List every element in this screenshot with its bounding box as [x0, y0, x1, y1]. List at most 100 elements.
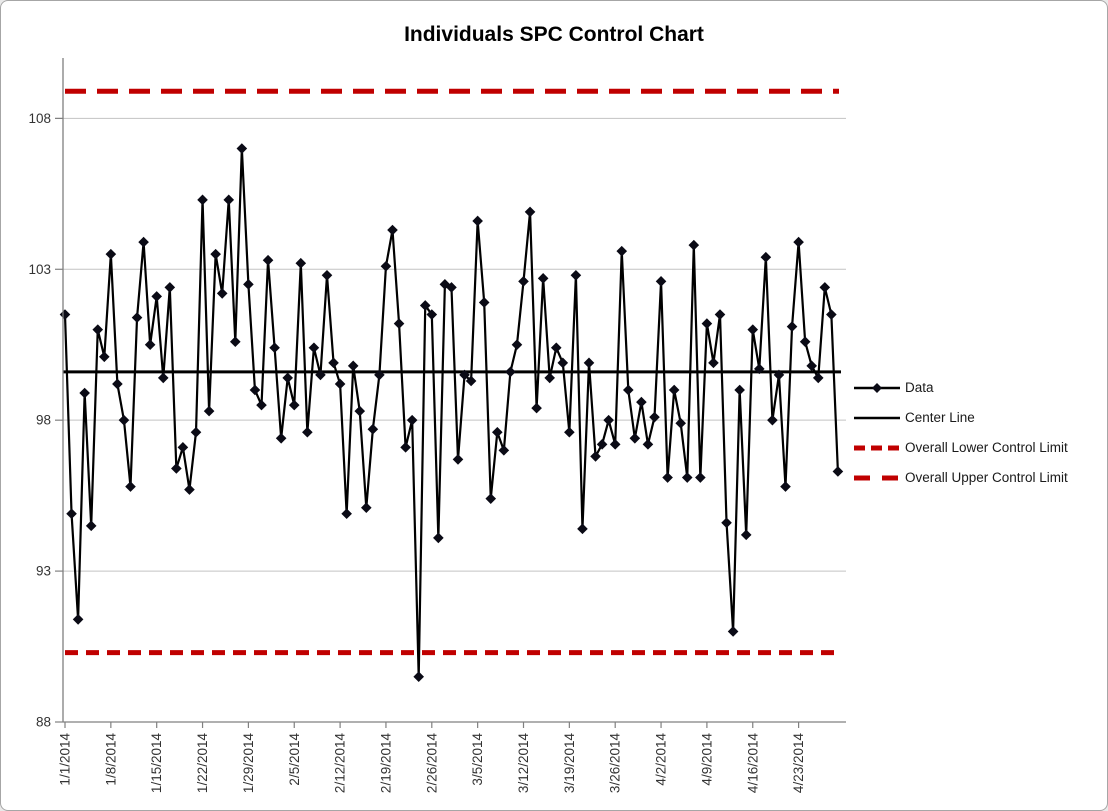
- data-point[interactable]: [380, 260, 392, 272]
- data-point[interactable]: [426, 309, 438, 320]
- legend-item-data[interactable]: Data: [853, 377, 1068, 398]
- data-point[interactable]: [151, 291, 163, 302]
- data-point[interactable]: [740, 529, 752, 541]
- data-point[interactable]: [485, 493, 497, 504]
- data-point[interactable]: [727, 626, 739, 637]
- data-point[interactable]: [446, 282, 457, 293]
- data-point[interactable]: [393, 318, 405, 329]
- data-point[interactable]: [668, 384, 680, 396]
- data-point[interactable]: [295, 257, 307, 269]
- data-point[interactable]: [400, 442, 411, 453]
- data-point[interactable]: [459, 369, 470, 381]
- data-point[interactable]: [472, 215, 483, 227]
- data-point[interactable]: [826, 309, 837, 320]
- data-point[interactable]: [616, 245, 628, 257]
- data-point[interactable]: [164, 282, 176, 293]
- data-point[interactable]: [79, 387, 90, 399]
- data-point[interactable]: [105, 248, 117, 260]
- data-point[interactable]: [360, 502, 372, 514]
- data-point[interactable]: [367, 423, 379, 435]
- data-point[interactable]: [564, 426, 575, 438]
- data-point[interactable]: [622, 384, 634, 396]
- data-point[interactable]: [773, 369, 785, 381]
- data-point[interactable]: [675, 417, 687, 429]
- data-point[interactable]: [478, 297, 490, 308]
- data-point[interactable]: [334, 378, 346, 390]
- data-point[interactable]: [177, 442, 189, 453]
- data-point[interactable]: [577, 523, 588, 535]
- data-point[interactable]: [465, 375, 477, 387]
- data-point[interactable]: [72, 614, 84, 625]
- data-point[interactable]: [354, 405, 366, 417]
- data-point[interactable]: [649, 411, 660, 423]
- data-point[interactable]: [806, 360, 818, 372]
- data-point[interactable]: [347, 360, 359, 372]
- data-point[interactable]: [524, 206, 536, 218]
- data-point[interactable]: [229, 336, 241, 348]
- data-point[interactable]: [491, 426, 503, 438]
- data-point[interactable]: [753, 363, 765, 375]
- data-point[interactable]: [184, 484, 195, 495]
- data-point[interactable]: [721, 517, 732, 529]
- data-point[interactable]: [701, 318, 713, 329]
- data-point[interactable]: [544, 372, 556, 384]
- data-point[interactable]: [236, 143, 248, 154]
- data-point[interactable]: [681, 472, 693, 483]
- data-point[interactable]: [387, 224, 398, 236]
- data-point[interactable]: [662, 472, 673, 483]
- data-point[interactable]: [603, 414, 614, 426]
- data-point[interactable]: [374, 369, 385, 381]
- data-point[interactable]: [531, 402, 542, 414]
- data-point[interactable]: [203, 405, 215, 417]
- data-point[interactable]: [190, 426, 202, 438]
- data-point[interactable]: [636, 396, 647, 408]
- data-point[interactable]: [688, 239, 700, 251]
- legend-item-overall-upper-control-limit[interactable]: Overall Upper Control Limit: [853, 467, 1068, 488]
- data-point[interactable]: [315, 369, 326, 381]
- data-point[interactable]: [714, 309, 726, 320]
- data-point[interactable]: [131, 312, 143, 323]
- data-point[interactable]: [243, 279, 254, 290]
- data-point[interactable]: [832, 466, 844, 477]
- data-point[interactable]: [138, 236, 149, 248]
- data-point[interactable]: [419, 300, 431, 311]
- legend-item-center-line[interactable]: Center Line: [853, 407, 1068, 428]
- data-point[interactable]: [112, 378, 123, 390]
- data-point[interactable]: [708, 357, 719, 369]
- data-point[interactable]: [144, 339, 156, 351]
- data-point[interactable]: [596, 439, 608, 450]
- data-point[interactable]: [629, 432, 641, 444]
- data-point[interactable]: [819, 282, 831, 293]
- data-point[interactable]: [695, 472, 706, 483]
- data-point[interactable]: [734, 384, 745, 396]
- data-point[interactable]: [171, 463, 182, 474]
- data-point[interactable]: [85, 520, 97, 532]
- data-point[interactable]: [799, 336, 811, 348]
- data-point[interactable]: [452, 454, 464, 465]
- data-point[interactable]: [786, 321, 798, 332]
- data-point[interactable]: [288, 399, 300, 411]
- data-point[interactable]: [282, 372, 294, 384]
- data-point[interactable]: [118, 414, 130, 426]
- data-point[interactable]: [98, 351, 110, 363]
- data-point[interactable]: [321, 270, 333, 281]
- data-point[interactable]: [793, 236, 804, 248]
- data-point[interactable]: [439, 279, 451, 290]
- data-point[interactable]: [550, 342, 562, 354]
- data-point[interactable]: [406, 414, 418, 426]
- data-point[interactable]: [511, 339, 523, 351]
- data-point[interactable]: [216, 288, 228, 299]
- legend-item-overall-lower-control-limit[interactable]: Overall Lower Control Limit: [853, 437, 1068, 458]
- data-point[interactable]: [210, 248, 221, 260]
- data-point[interactable]: [59, 309, 71, 320]
- data-point[interactable]: [505, 366, 516, 378]
- data-point[interactable]: [433, 532, 444, 544]
- data-point[interactable]: [413, 671, 425, 683]
- data-point[interactable]: [308, 342, 320, 354]
- data-point[interactable]: [249, 384, 261, 396]
- data-point[interactable]: [197, 194, 208, 206]
- data-point[interactable]: [590, 451, 601, 462]
- data-point[interactable]: [747, 324, 759, 335]
- data-point[interactable]: [275, 432, 287, 444]
- data-point[interactable]: [302, 426, 313, 438]
